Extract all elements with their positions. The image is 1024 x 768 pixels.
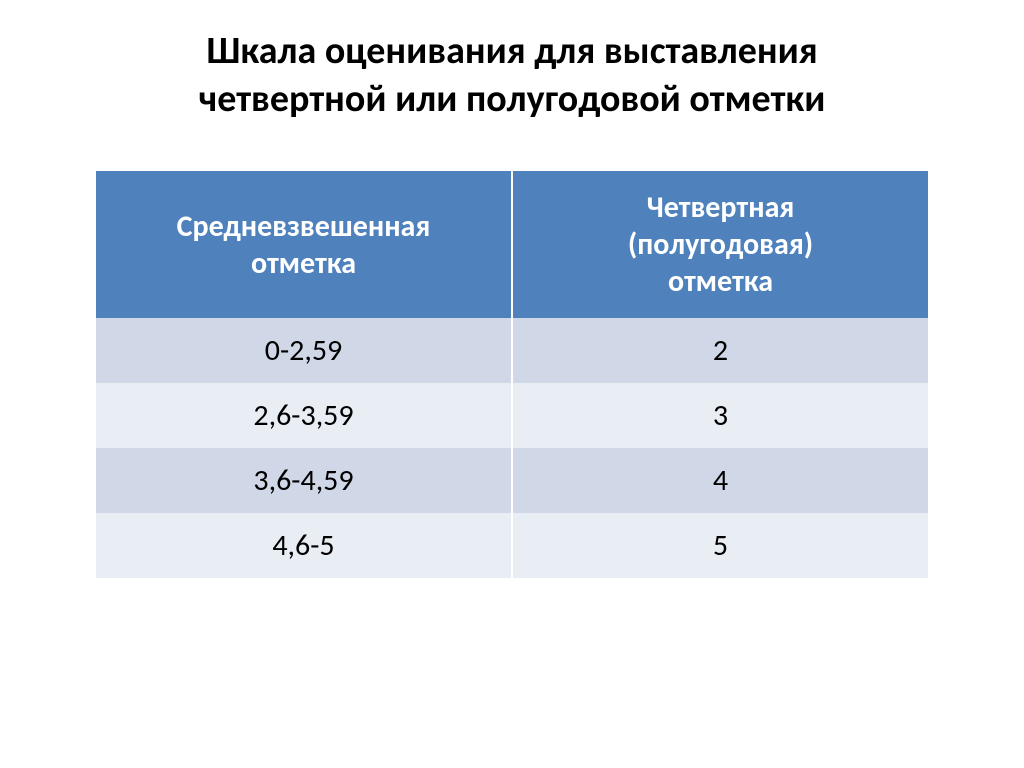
table-row: 4,6-5 5 bbox=[96, 513, 928, 578]
col-header-weighted-l2: отметка bbox=[251, 245, 356, 282]
cell-range: 0-2,59 bbox=[96, 318, 511, 383]
table-row: 0-2,59 2 bbox=[96, 318, 928, 383]
cell-grade: 3 bbox=[513, 383, 928, 448]
col-header-quarter-l3: отметка bbox=[668, 263, 773, 300]
table-row: 2,6-3,59 3 bbox=[96, 383, 928, 448]
col-header-quarter-l2: (полугодовая) bbox=[628, 226, 813, 263]
title-line-1: Шкала оценивания для выставления bbox=[206, 28, 817, 74]
col-header-quarter-l1: Четвертная bbox=[647, 189, 795, 226]
col-header-weighted-l1: Средневзвешенная bbox=[177, 208, 431, 245]
cell-range: 4,6-5 bbox=[96, 513, 511, 578]
cell-grade: 4 bbox=[513, 448, 928, 513]
cell-grade: 5 bbox=[513, 513, 928, 578]
cell-range: 2,6-3,59 bbox=[96, 383, 511, 448]
slide: Шкала оценивания для выставления четверт… bbox=[0, 0, 1024, 768]
grading-table: Средневзвешенная отметка Четвертная (пол… bbox=[96, 171, 928, 578]
cell-range: 3,6-4,59 bbox=[96, 448, 511, 513]
table-header-row: Средневзвешенная отметка Четвертная (пол… bbox=[96, 171, 928, 318]
slide-title: Шкала оценивания для выставления четверт… bbox=[199, 28, 826, 123]
grading-table-wrap: Средневзвешенная отметка Четвертная (пол… bbox=[96, 171, 928, 578]
table-row: 3,6-4,59 4 bbox=[96, 448, 928, 513]
title-line-2: четвертной или полугодовой отметки bbox=[199, 76, 826, 122]
col-header-weighted: Средневзвешенная отметка bbox=[96, 171, 511, 318]
col-header-quarter: Четвертная (полугодовая) отметка bbox=[513, 171, 928, 318]
cell-grade: 2 bbox=[513, 318, 928, 383]
